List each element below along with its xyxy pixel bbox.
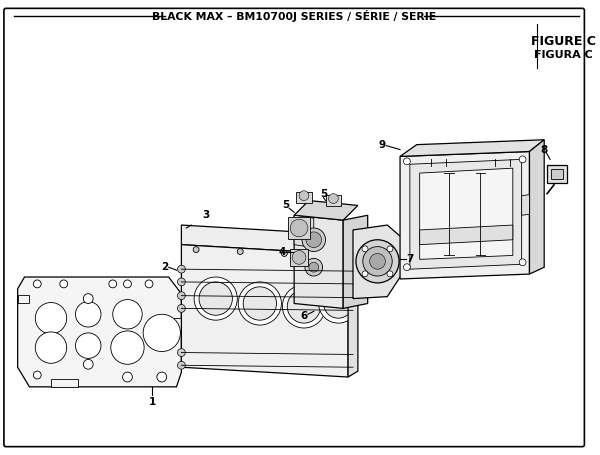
Circle shape (122, 372, 133, 382)
Circle shape (76, 333, 101, 359)
Circle shape (237, 248, 243, 254)
Circle shape (178, 361, 185, 369)
Polygon shape (521, 195, 529, 215)
Circle shape (362, 246, 368, 252)
Circle shape (35, 303, 67, 334)
Circle shape (194, 277, 237, 320)
Polygon shape (17, 295, 29, 303)
Polygon shape (294, 215, 314, 248)
Circle shape (34, 371, 41, 379)
Text: 2: 2 (161, 262, 169, 272)
Circle shape (145, 280, 153, 288)
Polygon shape (348, 228, 358, 377)
Text: 3: 3 (202, 210, 209, 220)
Circle shape (34, 280, 41, 288)
Circle shape (519, 156, 526, 163)
Circle shape (302, 228, 326, 252)
Bar (296, 192, 312, 203)
Text: FIGURE C: FIGURE C (532, 35, 596, 48)
Circle shape (387, 271, 393, 277)
Circle shape (178, 265, 185, 273)
Circle shape (356, 240, 399, 283)
Bar (547, 165, 567, 183)
Polygon shape (181, 225, 348, 254)
Bar (288, 217, 310, 239)
Circle shape (287, 290, 320, 323)
Circle shape (178, 292, 185, 299)
Bar (326, 195, 341, 207)
Circle shape (306, 232, 322, 248)
Circle shape (387, 246, 393, 252)
Circle shape (178, 349, 185, 356)
Text: FIGURA C: FIGURA C (535, 51, 593, 61)
Text: 1: 1 (148, 397, 155, 406)
Circle shape (323, 289, 353, 318)
Circle shape (83, 293, 93, 303)
Circle shape (60, 280, 68, 288)
Polygon shape (400, 140, 544, 157)
Circle shape (113, 299, 142, 329)
Text: 5: 5 (283, 201, 290, 211)
Text: 6: 6 (301, 311, 308, 321)
Circle shape (290, 219, 308, 237)
Polygon shape (343, 215, 368, 308)
Circle shape (309, 263, 319, 272)
Polygon shape (294, 215, 343, 308)
Polygon shape (51, 379, 79, 387)
Circle shape (362, 271, 368, 277)
Polygon shape (17, 277, 181, 387)
Circle shape (178, 304, 185, 312)
Polygon shape (419, 225, 513, 245)
Circle shape (193, 247, 199, 253)
Polygon shape (353, 225, 402, 298)
Polygon shape (410, 159, 521, 269)
Polygon shape (400, 152, 529, 279)
Circle shape (403, 264, 410, 271)
Circle shape (35, 332, 67, 363)
Circle shape (178, 278, 185, 286)
Circle shape (76, 302, 101, 327)
Circle shape (111, 331, 144, 364)
Circle shape (238, 282, 281, 325)
Circle shape (243, 287, 277, 320)
Circle shape (299, 191, 309, 201)
Circle shape (403, 158, 410, 165)
Circle shape (157, 372, 167, 382)
Text: 7: 7 (406, 254, 413, 264)
Circle shape (328, 194, 338, 203)
Polygon shape (172, 318, 181, 330)
Circle shape (199, 282, 232, 315)
Circle shape (281, 251, 287, 257)
Text: 9: 9 (379, 140, 386, 150)
Polygon shape (181, 245, 348, 377)
Circle shape (143, 314, 181, 352)
Bar (290, 248, 308, 266)
Text: BLACK MAX – BM10700J SERIES / SÉRIE / SERIE: BLACK MAX – BM10700J SERIES / SÉRIE / SE… (152, 10, 436, 22)
Text: 8: 8 (541, 145, 548, 155)
Text: 5: 5 (320, 189, 327, 199)
Polygon shape (294, 201, 358, 220)
Polygon shape (529, 140, 544, 274)
Circle shape (370, 253, 385, 269)
Polygon shape (419, 168, 513, 259)
Circle shape (363, 247, 392, 276)
Circle shape (292, 251, 306, 264)
Circle shape (305, 258, 323, 276)
Text: 4: 4 (279, 247, 286, 257)
Circle shape (519, 259, 526, 266)
Circle shape (283, 285, 326, 328)
Circle shape (319, 284, 358, 323)
Bar (551, 169, 563, 179)
Circle shape (83, 359, 93, 369)
Circle shape (124, 280, 131, 288)
Circle shape (109, 280, 116, 288)
